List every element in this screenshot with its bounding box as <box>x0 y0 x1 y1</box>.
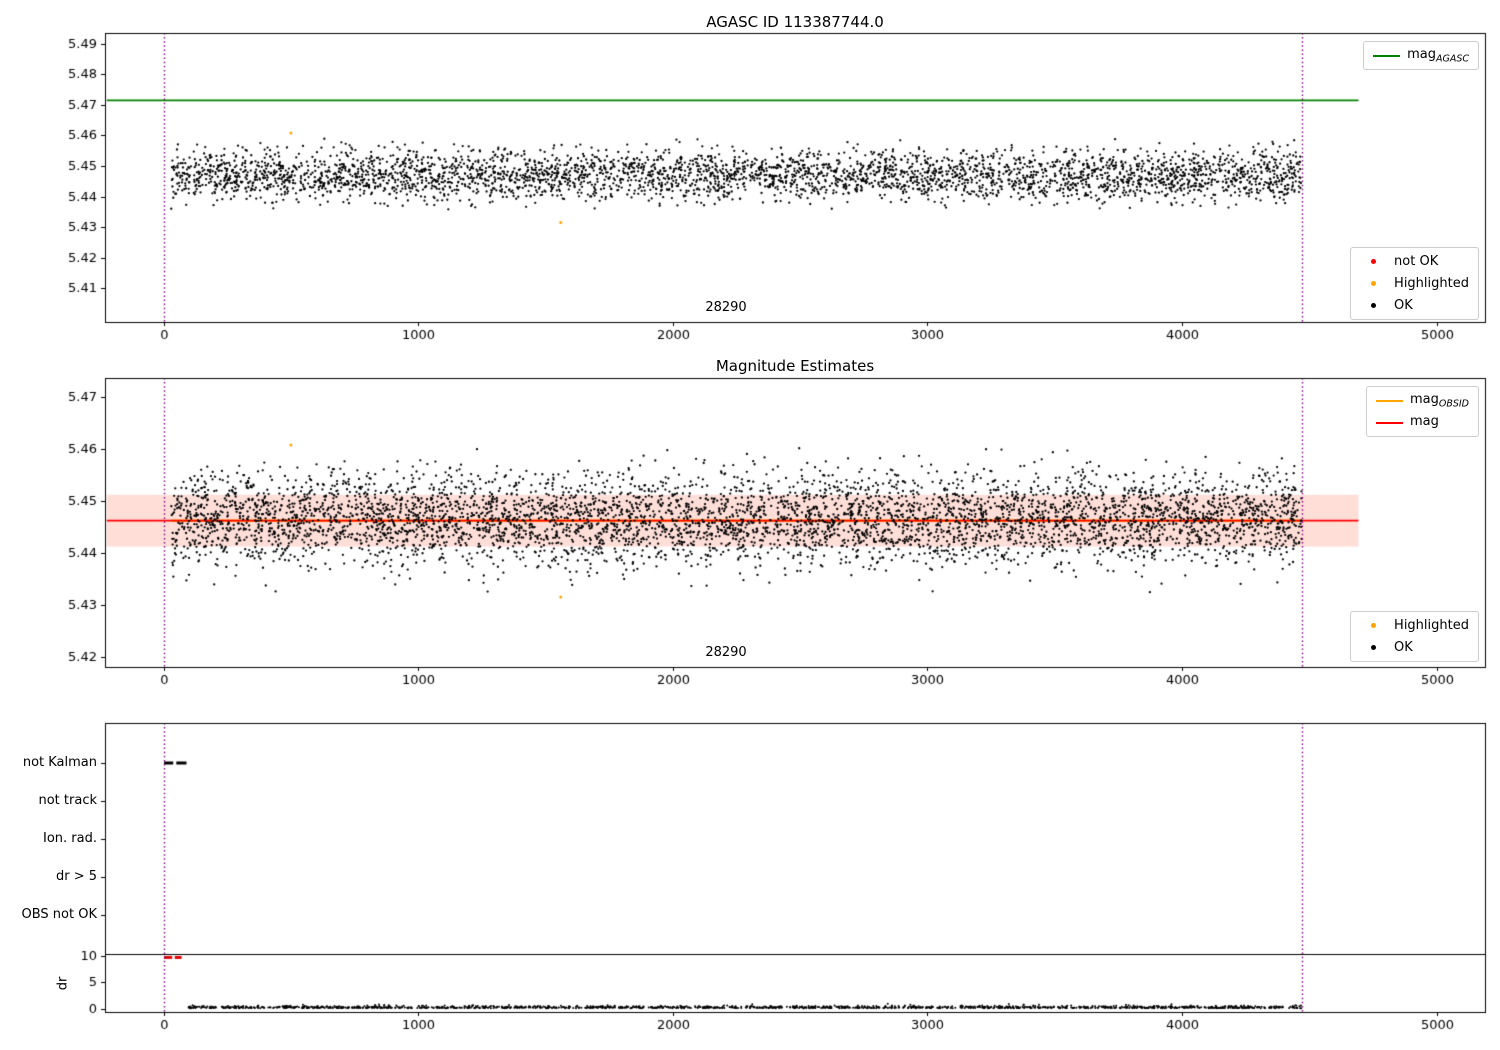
ok-label: OK <box>1394 640 1413 655</box>
not-ok-label: not OK <box>1394 254 1439 269</box>
mag-obsid-label-sub: OBSID <box>1438 398 1469 410</box>
mag-agasc-label-sub: AGASC <box>1435 53 1469 65</box>
plot2-points-legend: Highlighted OK <box>1350 611 1479 662</box>
highlighted-label: Highlighted <box>1394 276 1469 291</box>
legend-handle <box>1360 643 1387 653</box>
mag-obsid-line-swatch <box>1375 399 1403 402</box>
legend-handle <box>1360 301 1387 311</box>
plot2-obsid-annotation: 28290 <box>705 645 747 660</box>
legend-handle <box>1360 621 1387 631</box>
legend-handle <box>1360 257 1387 267</box>
legend-row-ok: OK <box>1360 639 1469 656</box>
legend-handle <box>1375 418 1403 428</box>
legend-row-highlighted: Highlighted <box>1360 617 1469 634</box>
legend-row-mag-obsid: magOBSID <box>1375 392 1469 410</box>
mag-line-swatch <box>1375 421 1403 424</box>
mag-obsid-label-main: mag <box>1409 391 1439 407</box>
not-ok-dot-swatch <box>1371 259 1377 264</box>
highlighted-dot-swatch <box>1371 623 1377 628</box>
mag-agasc-label-main: mag <box>1407 46 1436 62</box>
plot1-title: AGASC ID 113387744.0 <box>706 13 884 31</box>
flag-label-dr-gt-5: dr > 5 <box>55 869 97 884</box>
plot1-line-legend: magAGASC <box>1363 41 1479 70</box>
ok-dot-swatch <box>1371 645 1377 650</box>
plot2-line-legend: magOBSID mag <box>1365 386 1479 437</box>
dr-axis-label: dr <box>55 976 71 991</box>
mag-label-main: mag <box>1409 413 1439 429</box>
legend-handle <box>1375 396 1403 406</box>
flag-label-not-kalman: not Kalman <box>22 755 97 770</box>
ok-dot-swatch <box>1371 303 1377 308</box>
flag-label-ion-rad: Ion. rad. <box>43 831 97 846</box>
flag-label-obs-not-ok: OBS not OK <box>21 907 98 922</box>
legend-handle <box>1360 279 1387 289</box>
flag-label-not-track: not track <box>38 793 97 808</box>
legend-row-mag: mag <box>1375 414 1469 432</box>
highlighted-dot-swatch <box>1371 281 1377 286</box>
plot1-obsid-annotation: 28290 <box>705 300 747 315</box>
legend-row-ok: OK <box>1360 297 1469 314</box>
plot2-title: Magnitude Estimates <box>715 357 875 375</box>
mag-label: mag <box>1410 414 1439 432</box>
legend-row-highlighted: Highlighted <box>1360 275 1469 292</box>
legend-row-not-ok: not OK <box>1360 253 1469 270</box>
legend-handle <box>1373 51 1401 61</box>
ok-label: OK <box>1394 298 1413 313</box>
mag-obsid-label: magOBSID <box>1410 392 1469 410</box>
legend-row-mag-agasc: magAGASC <box>1373 47 1469 64</box>
mag-agasc-line-swatch <box>1373 54 1401 57</box>
mag-agasc-label: magAGASC <box>1407 47 1469 65</box>
highlighted-label: Highlighted <box>1394 618 1469 633</box>
plot1-points-legend: not OK Highlighted OK <box>1350 247 1479 320</box>
